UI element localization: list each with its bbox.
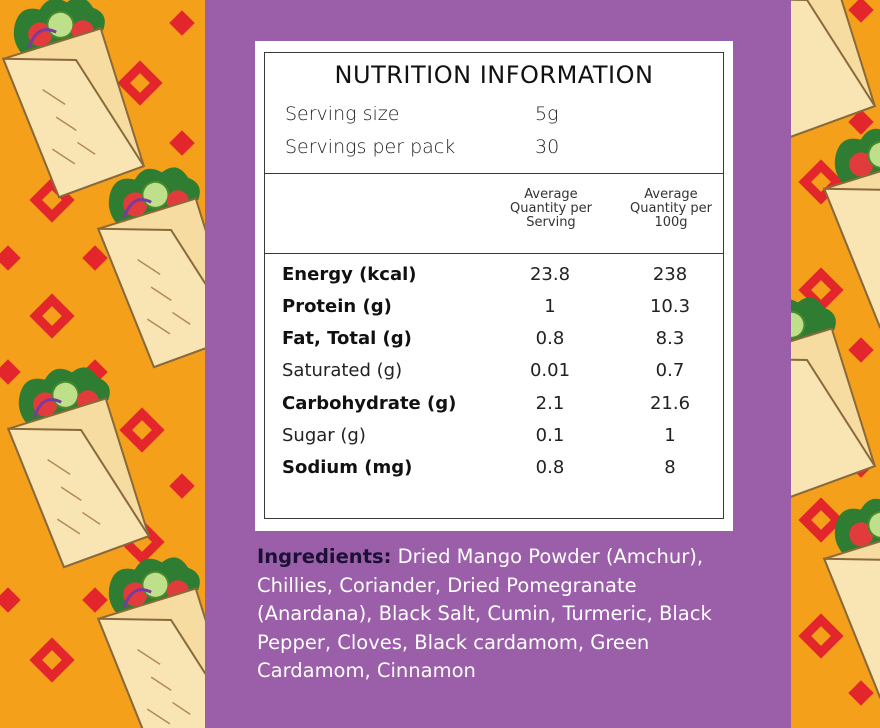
per-100g-value: 0.7: [655, 360, 685, 381]
per-serving-value: 0.01: [529, 360, 571, 381]
per-100g-value: 21.6: [649, 393, 691, 414]
ingredients-text: Ingredients: Dried Mango Powder (Amchur)…: [257, 543, 757, 686]
nutrient-name: Fat, Total (g): [282, 328, 412, 349]
serving-size-label: Serving size: [285, 103, 400, 125]
per-100g-value: 8.3: [655, 328, 685, 349]
per-serving-value: 0.8: [535, 457, 565, 478]
per-100g-value: 1: [664, 425, 676, 446]
table-row: Fat, Total (g) 0.8 8.3: [265, 328, 723, 360]
nutrition-table: NUTRITION INFORMATION Serving size 5g Se…: [264, 52, 724, 519]
col-header-per-serving: Average Quantity per Serving: [510, 187, 592, 230]
nutrient-name: Sodium (mg): [282, 457, 413, 478]
table-row: Sugar (g) 0.1 1: [265, 425, 723, 457]
per-serving-value: 0.1: [535, 425, 565, 446]
wrap-pattern-right: [791, 0, 880, 728]
table-row: Saturated (g) 0.01 0.7: [265, 360, 723, 392]
nutrient-name: Protein (g): [282, 296, 392, 317]
per-100g-value: 10.3: [649, 296, 691, 317]
content-panel: NUTRITION INFORMATION Serving size 5g Se…: [205, 0, 791, 728]
servings-per-pack-label: Servings per pack: [285, 136, 456, 158]
divider: [265, 173, 723, 174]
per-serving-value: 1: [544, 296, 556, 317]
wrap-and-diamond-icon: [791, 0, 880, 706]
wrap-pattern-left: [0, 0, 205, 728]
table-row: Carbohydrate (g) 2.1 21.6: [265, 393, 723, 425]
nutrition-title: NUTRITION INFORMATION: [334, 61, 654, 89]
per-serving-value: 2.1: [535, 393, 565, 414]
nutrition-card: NUTRITION INFORMATION Serving size 5g Se…: [255, 41, 733, 531]
nutrient-name: Carbohydrate (g): [282, 393, 457, 414]
table-row: Sodium (mg) 0.8 8: [265, 457, 723, 489]
per-serving-value: 23.8: [529, 264, 571, 285]
per-100g-value: 238: [652, 264, 688, 285]
table-row: Energy (kcal) 23.8 238: [265, 264, 723, 296]
per-100g-value: 8: [664, 457, 676, 478]
serving-size-value: 5g: [535, 103, 559, 125]
servings-per-pack-value: 30: [535, 136, 560, 158]
nutrient-name: Energy (kcal): [282, 264, 417, 285]
per-serving-value: 0.8: [535, 328, 565, 349]
ingredients-label: Ingredients:: [257, 545, 392, 568]
table-row: Protein (g) 1 10.3: [265, 296, 723, 328]
ingredients-list: Dried Mango Powder (Amchur), Chillies, C…: [257, 545, 712, 682]
nutrient-name: Sugar (g): [282, 425, 366, 446]
nutrient-name: Saturated (g): [282, 360, 403, 381]
wrap-and-diamond-icon: [0, 0, 205, 728]
col-header-per-100g: Average Quantity per 100g: [630, 187, 712, 230]
divider: [265, 253, 723, 254]
